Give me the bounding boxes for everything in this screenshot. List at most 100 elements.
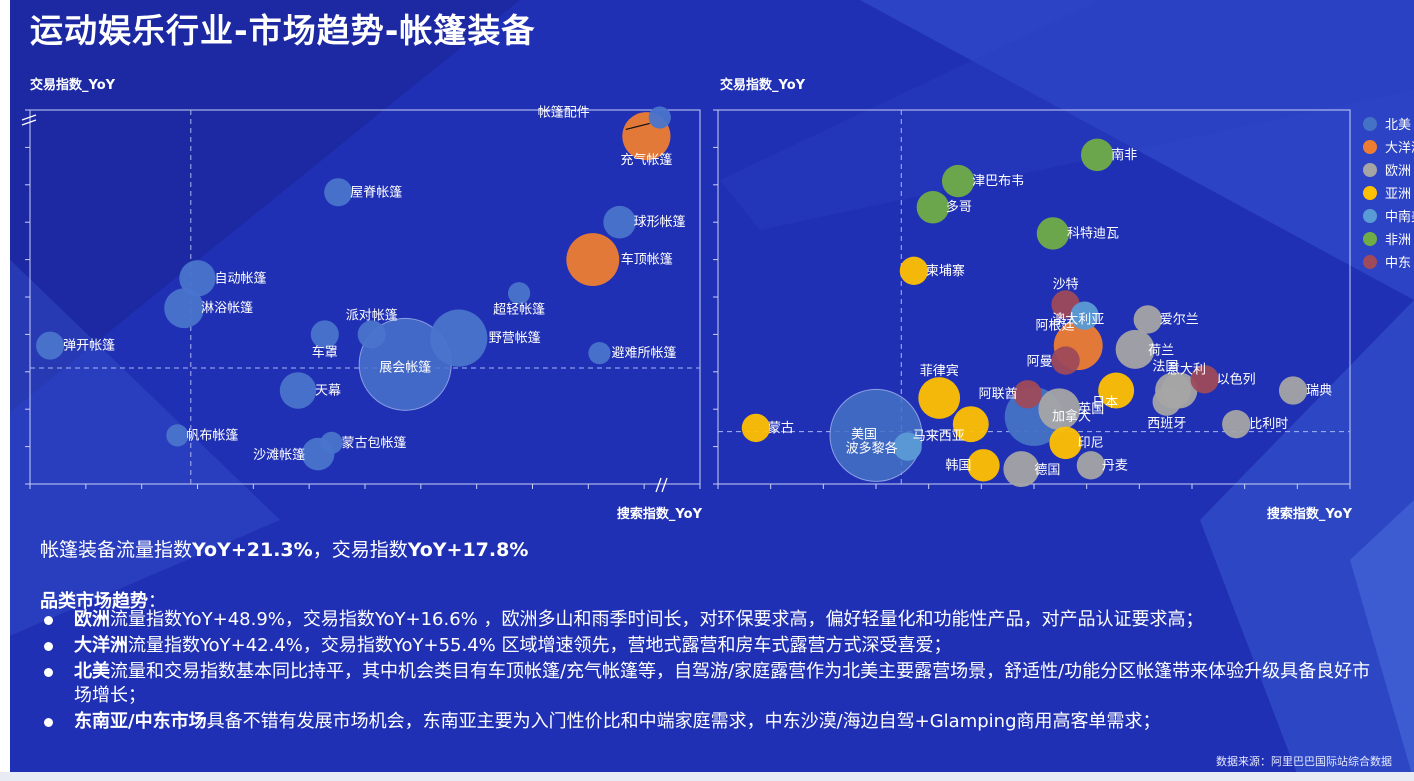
section-title: 品类市场趋势：: [40, 587, 166, 613]
point-label: 球形帐篷: [634, 215, 686, 230]
point-label: 阿联酋: [979, 386, 1018, 402]
point-label: 柬埔寨: [926, 263, 965, 279]
point-label: 车罩: [312, 344, 338, 360]
bubble-point: [324, 178, 353, 207]
point-label: 超轻帐篷: [493, 302, 545, 317]
summary-traffic-yoy: YoY+21.3%: [192, 539, 313, 561]
bubble-point: [941, 164, 975, 198]
point-label: 车顶帐篷: [621, 252, 673, 268]
bubble-point: [899, 256, 929, 285]
bullet-text: 流量和交易指数基本同比持平，其中机会类目有车顶帐篷/充气帐篷等，自驾游/家庭露营…: [74, 661, 1371, 706]
legend-label: 亚洲: [1385, 187, 1411, 202]
point-label: 津巴布韦: [972, 174, 1024, 189]
point-label: 南非: [1111, 147, 1137, 163]
bubble-point: [1080, 138, 1114, 172]
point-label: 充气帐篷: [620, 152, 672, 168]
y-axis-label: 交易指数_YoY: [720, 77, 806, 93]
point-label: 沙特: [1053, 277, 1079, 292]
bullet-sea-middle-east: 东南亚/中东市场具备不错有发展市场机会，东南亚主要为入门性价比和中端家庭需求，中…: [40, 710, 1380, 734]
legend-label: 中东: [1385, 256, 1411, 271]
bubble-point: [1049, 426, 1082, 460]
x-axis-label: 搜索指数_YoY: [1267, 506, 1353, 522]
bubble-point: [1038, 388, 1081, 431]
point-label: 避难所帐篷: [612, 346, 677, 361]
point-label: 蒙古: [768, 421, 794, 436]
bubble-point: [279, 372, 317, 409]
point-label: 瑞典: [1306, 384, 1332, 399]
legend-swatch-icon: [1363, 163, 1377, 177]
summary-trade-yoy: YoY+17.8%: [407, 539, 529, 561]
point-label: 天幕: [315, 384, 341, 399]
leader-line: [625, 122, 650, 131]
legend-swatch-icon: [1363, 209, 1377, 223]
bubble-point: [916, 191, 950, 224]
x-axis-label: 搜索指数_YoY: [617, 506, 703, 522]
bubble-point: [918, 377, 961, 419]
point-label: 淋浴帐篷: [201, 301, 253, 316]
bubble-point: [1152, 387, 1181, 416]
bullet-region: 欧洲: [74, 609, 110, 630]
point-label: 蒙古包帐篷: [342, 436, 407, 451]
legend-swatch-icon: [1363, 255, 1377, 269]
point-label: 沙滩帐篷: [253, 448, 305, 463]
point-label: 弹开帐篷: [63, 339, 115, 354]
point-label: 野营帐篷: [489, 331, 541, 346]
bubble-point: [588, 342, 611, 365]
bullet-text: 流量指数YoY+48.9%，交易指数YoY+16.6% ，欧洲多山和雨季时间长，…: [110, 609, 1204, 630]
legend-label: 北美: [1385, 118, 1411, 133]
point-label: 美国: [851, 427, 877, 442]
point-label: 比利时: [1249, 417, 1288, 432]
bubble-point: [1278, 376, 1308, 405]
point-label: 英国: [1078, 402, 1104, 417]
point-label: 帆布帐篷: [186, 428, 238, 443]
legend-swatch-icon: [1363, 186, 1377, 200]
trend-bullet-list: 欧洲流量指数YoY+48.9%，交易指数YoY+16.6% ，欧洲多山和雨季时间…: [40, 608, 1380, 736]
point-label: 菲律宾: [920, 363, 959, 379]
point-label: 波多黎各: [846, 441, 898, 457]
bullet-oceania: 大洋洲流量指数YoY+42.4%，交易指数YoY+55.4% 区域增速领先，营地…: [40, 634, 1380, 658]
legend-label: 中南美: [1385, 209, 1414, 225]
bubble-point: [741, 413, 771, 443]
point-label: 印尼: [1078, 436, 1104, 451]
bubble-point: [166, 424, 189, 447]
bubble-point: [648, 106, 671, 129]
bubble-point: [1036, 217, 1070, 250]
point-label: 多哥: [946, 199, 972, 215]
bubble-point: [1115, 329, 1155, 369]
bullet-text: 流量指数YoY+42.4%，交易指数YoY+55.4% 区域增速领先，营地式露营…: [128, 635, 952, 656]
bubble-point: [893, 432, 922, 461]
bubble-point: [1222, 409, 1251, 439]
page-title: 运动娱乐行业-市场趋势-帐篷装备: [30, 11, 536, 50]
legend-swatch-icon: [1363, 117, 1377, 131]
bullet-region: 大洋洲: [74, 635, 128, 656]
bubble-point: [603, 205, 636, 239]
point-label: 意大利: [1167, 362, 1206, 378]
bubble-point: [164, 288, 204, 329]
section-title-bold: 品类市场趋势: [40, 591, 148, 612]
bubble-point: [952, 406, 989, 443]
point-label: 丹麦: [1102, 458, 1128, 473]
point-label: 德国: [1034, 463, 1060, 478]
bubble-point: [1133, 305, 1162, 334]
bullet-europe: 欧洲流量指数YoY+48.9%，交易指数YoY+16.6% ，欧洲多山和雨季时间…: [40, 608, 1380, 632]
point-label: 阿根廷: [1036, 319, 1075, 334]
point-label: 爱尔兰: [1160, 312, 1199, 327]
legend-label: 欧洲: [1385, 164, 1411, 179]
point-label: 科特迪瓦: [1067, 226, 1119, 241]
bubble-point: [430, 309, 488, 367]
summary-mid: ，交易指数: [312, 539, 408, 561]
y-axis-label: 交易指数_YoY: [30, 77, 116, 93]
summary-line: 帐篷装备流量指数YoY+21.3%，交易指数YoY+17.8%: [40, 535, 528, 562]
bullet-region: 北美: [74, 661, 110, 682]
bullet-region: 东南亚/中东市场: [74, 711, 207, 732]
point-label: 韩国: [945, 458, 971, 473]
point-label: 法国: [1152, 360, 1178, 375]
point-label: 展会帐篷: [379, 360, 431, 375]
bubble-point: [36, 331, 65, 360]
point-label: 阿曼: [1027, 355, 1053, 370]
point-label: 日本: [1092, 396, 1118, 411]
point-label: 自动帐篷: [215, 271, 267, 286]
legend-swatch-icon: [1363, 232, 1377, 246]
x-axis-break-icon: [655, 477, 668, 493]
